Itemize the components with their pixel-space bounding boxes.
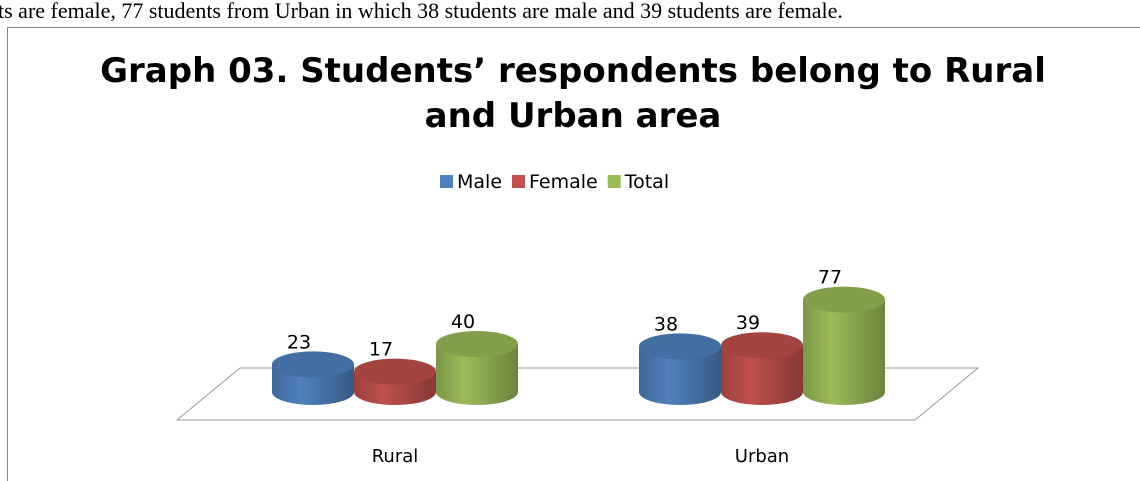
caption-line: ts are female, 77 students from Urban in… <box>0 0 843 23</box>
cylinder <box>803 286 885 405</box>
x-tick-label: Urban <box>735 446 789 467</box>
data-label: 77 <box>818 267 842 289</box>
cylinder-top <box>354 358 436 385</box>
legend-label: Total <box>624 171 669 193</box>
cylinder-body <box>721 345 803 405</box>
cylinder-body <box>803 299 885 405</box>
chart-border <box>7 27 1140 481</box>
legend-label: Male <box>457 171 502 193</box>
x-tick-label: Rural <box>372 446 419 467</box>
legend-swatch <box>607 175 621 188</box>
cylinder-top <box>272 351 354 378</box>
legend-swatch <box>440 175 453 188</box>
cylinder <box>272 351 354 405</box>
cylinder-body <box>436 344 518 405</box>
cylinder <box>639 333 721 405</box>
legend-label: Female <box>529 171 598 193</box>
cylinder-body <box>639 346 721 405</box>
data-label: 40 <box>451 311 475 333</box>
cylinder-top <box>721 332 803 359</box>
cylinder <box>721 332 803 405</box>
data-label: 17 <box>369 339 393 361</box>
cylinder-top <box>639 333 721 360</box>
cylinder <box>436 331 518 405</box>
cylinder-top <box>803 286 885 313</box>
cylinder <box>354 358 436 405</box>
data-label: 39 <box>736 312 760 334</box>
cylinder-top <box>436 331 518 357</box>
chart-title: Graph 03. Students’ respondents belong t… <box>100 51 1046 136</box>
data-label: 38 <box>654 313 678 335</box>
data-label: 23 <box>287 331 311 353</box>
legend-swatch <box>512 175 526 188</box>
